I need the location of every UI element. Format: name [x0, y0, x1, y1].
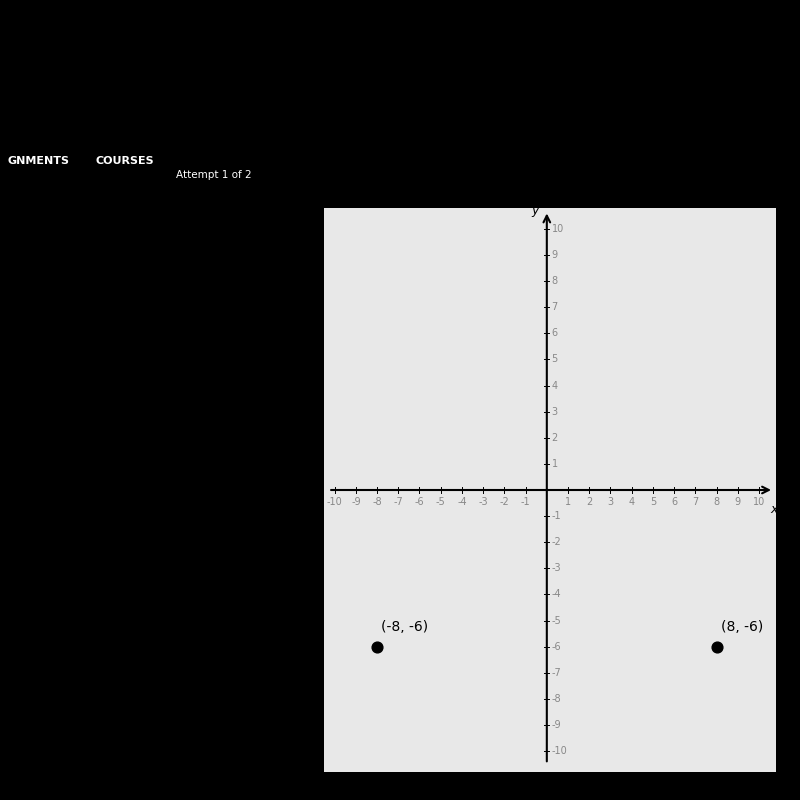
Text: 4: 4 [551, 381, 558, 390]
Text: -8: -8 [551, 694, 561, 704]
Text: -4: -4 [551, 590, 561, 599]
Text: x: x [770, 503, 778, 516]
Text: -8: -8 [372, 498, 382, 507]
Text: -1: -1 [521, 498, 530, 507]
Text: -6: -6 [414, 498, 424, 507]
Text: 2: 2 [586, 498, 592, 507]
Text: -9: -9 [551, 720, 561, 730]
Text: 9: 9 [734, 498, 741, 507]
Text: -3: -3 [478, 498, 488, 507]
Text: 7: 7 [551, 302, 558, 312]
Text: Attempt 1 of 2: Attempt 1 of 2 [176, 170, 252, 180]
Text: ○  48 units: ○ 48 units [20, 759, 97, 774]
Text: -2: -2 [551, 538, 562, 547]
Text: -5: -5 [551, 615, 562, 626]
Text: -7: -7 [394, 498, 403, 507]
Text: 3: 3 [607, 498, 614, 507]
Text: y: y [531, 203, 538, 217]
Text: -10: -10 [551, 746, 567, 756]
Text: 4: 4 [629, 498, 634, 507]
Text: What is the distance between the two points shown on the coordinate plane below?: What is the distance between the two poi… [16, 212, 713, 230]
Text: 10: 10 [551, 224, 564, 234]
Text: -1: -1 [551, 511, 561, 521]
Text: 1: 1 [551, 459, 558, 469]
Text: 8: 8 [551, 276, 558, 286]
Text: 6: 6 [551, 328, 558, 338]
Text: (-8, -6): (-8, -6) [382, 620, 429, 634]
Text: (8, -6): (8, -6) [721, 620, 763, 634]
Text: -6: -6 [551, 642, 561, 652]
Text: -9: -9 [351, 498, 361, 507]
Text: GNMENTS: GNMENTS [8, 156, 70, 166]
Text: -10: -10 [326, 498, 342, 507]
Text: 2: 2 [551, 433, 558, 442]
Point [710, 640, 723, 653]
Text: -2: -2 [499, 498, 510, 507]
Text: -4: -4 [457, 498, 466, 507]
Text: 5: 5 [650, 498, 656, 507]
Text: 6: 6 [671, 498, 678, 507]
Text: 1: 1 [565, 498, 571, 507]
Text: 7: 7 [692, 498, 698, 507]
Text: 5: 5 [551, 354, 558, 365]
Point [370, 640, 383, 653]
Text: -7: -7 [551, 668, 562, 678]
Text: 9: 9 [551, 250, 558, 260]
Text: 10: 10 [753, 498, 765, 507]
Text: -5: -5 [436, 498, 446, 507]
Text: 3: 3 [551, 406, 558, 417]
Text: -3: -3 [551, 563, 561, 574]
Text: 8: 8 [714, 498, 720, 507]
Text: COURSES: COURSES [96, 156, 154, 166]
